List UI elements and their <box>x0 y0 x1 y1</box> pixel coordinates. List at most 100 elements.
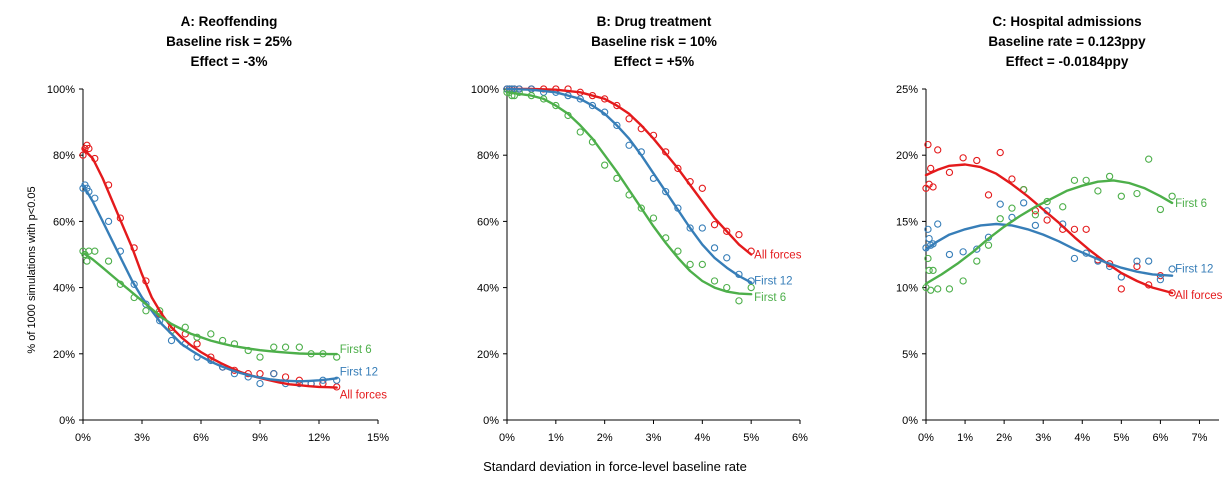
x-tick-label: 6% <box>1152 432 1168 444</box>
panel-c-title: C: Hospital admissions <box>992 14 1141 29</box>
data-point <box>996 148 1004 157</box>
y-tick-label: 60% <box>477 216 499 228</box>
data-point <box>984 241 993 249</box>
data-point <box>723 254 731 262</box>
data-point <box>1145 155 1153 163</box>
series-line <box>505 91 753 296</box>
data-point <box>735 230 743 239</box>
data-point <box>1145 257 1153 265</box>
x-tick-label: 6% <box>193 432 209 444</box>
data-point <box>649 214 658 222</box>
data-point <box>929 240 937 248</box>
series-line <box>505 87 753 256</box>
data-point <box>1133 189 1141 198</box>
data-point <box>1082 176 1090 185</box>
data-point <box>1117 192 1125 200</box>
panel-b-title: B: Drug treatment <box>597 14 712 29</box>
series-line <box>81 183 338 383</box>
series-line <box>505 87 753 284</box>
y-tick-label: 20% <box>477 349 499 361</box>
x-tick-label: 4% <box>694 432 710 444</box>
y-tick-label: 15% <box>896 216 918 228</box>
data-point <box>973 156 981 165</box>
data-point <box>1156 276 1165 284</box>
data-point <box>1094 187 1102 195</box>
data-point <box>1117 285 1125 293</box>
x-tick-label: 6% <box>792 432 808 444</box>
data-point <box>686 260 694 269</box>
data-point <box>698 184 706 192</box>
data-point <box>973 245 981 253</box>
series-line <box>924 179 1174 285</box>
data-point <box>256 353 264 361</box>
data-point <box>674 164 682 173</box>
data-point <box>207 330 215 338</box>
data-point <box>625 141 633 149</box>
data-point <box>925 234 933 243</box>
data-point <box>156 307 164 315</box>
y-tick-label: 0% <box>483 415 499 427</box>
x-tick-label: 5% <box>743 432 759 444</box>
x-tick-label: 12% <box>308 432 330 444</box>
panel-b-subtitle-2: Effect = +5% <box>614 54 694 69</box>
data-point <box>934 285 942 293</box>
y-tick-label: 80% <box>477 150 499 162</box>
data-point <box>193 340 201 348</box>
series-label: All forces <box>754 250 802 262</box>
y-tick-label: 100% <box>47 84 75 96</box>
panel-c: C: Hospital admissions Baseline rate = 0… <box>896 14 1223 444</box>
y-tick-label: 25% <box>896 84 918 96</box>
data-point <box>601 161 609 169</box>
data-point <box>637 204 645 212</box>
data-point <box>1082 225 1090 233</box>
y-tick-label: 60% <box>53 216 75 228</box>
data-point <box>1031 211 1040 219</box>
data-point <box>934 146 942 154</box>
data-point <box>934 220 942 228</box>
y-tick-label: 20% <box>53 349 75 361</box>
data-point <box>929 266 937 275</box>
y-tick-label: 20% <box>896 150 918 162</box>
data-point <box>929 183 937 191</box>
data-point <box>281 343 290 351</box>
data-point <box>996 200 1004 208</box>
data-point <box>984 191 993 199</box>
data-point <box>945 168 954 177</box>
data-point <box>79 151 87 159</box>
y-axis-label: % of 1000 simulations with p<0.05 <box>26 186 38 353</box>
data-point <box>925 266 933 275</box>
x-tick-label: 2% <box>996 432 1012 444</box>
data-point <box>85 247 93 255</box>
x-tick-label: 2% <box>597 432 613 444</box>
data-point <box>588 101 597 110</box>
data-point <box>959 154 967 162</box>
y-tick-label: 40% <box>477 283 499 295</box>
data-point <box>710 277 719 285</box>
data-point <box>625 115 633 123</box>
data-point <box>723 227 731 235</box>
y-tick-label: 0% <box>902 415 918 427</box>
data-point <box>281 373 290 381</box>
data-point <box>698 260 706 269</box>
panel-a: A: Reoffending Baseline risk = 25% Effec… <box>47 14 389 444</box>
data-point <box>91 247 99 255</box>
data-point <box>1156 205 1165 214</box>
panel-b: B: Drug treatment Baseline risk = 10% Ef… <box>471 14 808 444</box>
x-tick-label: 3% <box>134 432 150 444</box>
data-point <box>167 336 176 345</box>
data-point <box>142 307 150 315</box>
y-tick-label: 0% <box>59 415 75 427</box>
data-point <box>156 317 164 325</box>
data-point <box>256 370 264 378</box>
data-point <box>686 224 694 232</box>
data-point <box>270 343 278 351</box>
x-tick-label: 15% <box>367 432 389 444</box>
data-point <box>710 221 719 229</box>
data-point <box>1070 176 1079 185</box>
data-point <box>996 215 1004 223</box>
x-tick-label: 5% <box>1113 432 1129 444</box>
x-tick-label: 0% <box>918 432 934 444</box>
data-point <box>270 370 278 378</box>
data-point <box>959 277 967 285</box>
x-tick-label: 0% <box>75 432 91 444</box>
